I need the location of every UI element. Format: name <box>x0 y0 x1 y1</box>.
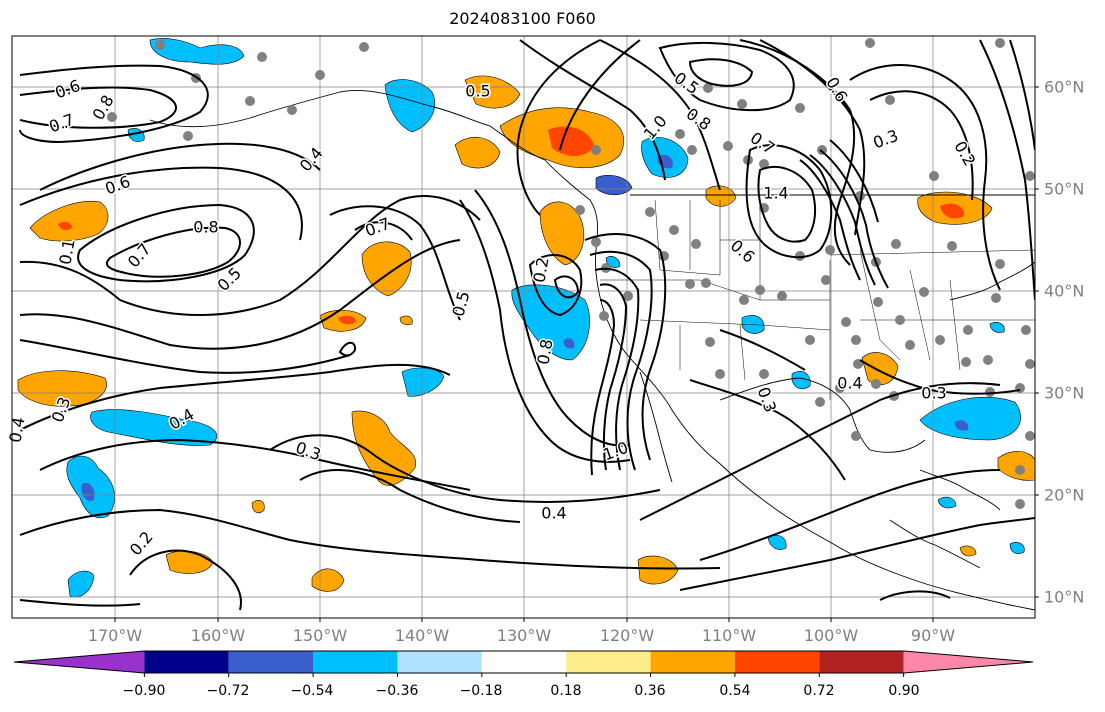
lon-label-110w: 110°W <box>701 626 757 645</box>
lat-label-20n: 20°N <box>1044 485 1085 505</box>
colorbar-segment <box>566 651 651 673</box>
colorbar-tick-label: 0.54 <box>719 683 751 699</box>
colorbar-segment <box>650 651 735 673</box>
colorbar-tick-label: −0.72 <box>206 683 250 699</box>
lat-label-10n: 10°N <box>1044 587 1085 607</box>
lat-label-30n: 30°N <box>1044 383 1085 403</box>
colorbar-tick-label: −0.18 <box>459 683 503 699</box>
colorbar-extend-min <box>14 651 145 673</box>
colorbar-tick-label: 0.18 <box>550 683 582 699</box>
lon-label-160w: 160°W <box>190 626 246 645</box>
colorbar <box>13 650 1034 677</box>
colorbar-tick-label: −0.90 <box>122 683 166 699</box>
lon-label-90w: 90°W <box>910 626 956 645</box>
lon-label-120w: 120°W <box>599 626 655 645</box>
lon-label-170w: 170°W <box>87 626 143 645</box>
lat-label-40n: 40°N <box>1044 281 1085 301</box>
colorbar-extend-max <box>903 651 1033 673</box>
contour-label: 0.4 <box>837 374 862 393</box>
colorbar-segment <box>313 651 398 673</box>
colorbar-tick-label: 0.72 <box>803 683 835 699</box>
lon-label-100w: 100°W <box>803 626 859 645</box>
lat-label-60n: 60°N <box>1044 77 1085 97</box>
lon-label-150w: 150°W <box>292 626 348 645</box>
shaded-anomaly-areas <box>17 38 1035 598</box>
colorbar-tick-label: 0.36 <box>634 683 666 699</box>
lon-label-130w: 130°W <box>496 626 552 645</box>
colorbar-tick-label: −0.54 <box>290 683 334 699</box>
axis-ticks <box>114 86 1039 622</box>
contour-label: 0.5 <box>465 82 490 101</box>
contour-label: 1.4 <box>763 184 788 203</box>
contour-label: 0.3 <box>921 384 946 403</box>
contour-label: 0.4 <box>541 504 566 523</box>
colorbar-segment <box>734 651 820 673</box>
map-title: 2024083100 F060 <box>449 9 596 28</box>
lat-label-50n: 50°N <box>1044 179 1085 199</box>
contour-label: 0.8 <box>533 338 556 366</box>
coastlines <box>149 89 1035 611</box>
colorbar-segment <box>228 651 314 673</box>
colorbar-tick-label: −0.36 <box>375 683 419 699</box>
contour-label: 0.8 <box>193 218 218 237</box>
lon-label-140w: 140°W <box>394 626 450 645</box>
colorbar-segment <box>397 651 482 673</box>
contour-lines <box>19 39 1035 611</box>
colorbar-segment <box>819 651 904 673</box>
colorbar-segment <box>481 651 567 673</box>
colorbar-segment <box>144 651 229 673</box>
colorbar-tick-label: 0.90 <box>888 683 920 699</box>
